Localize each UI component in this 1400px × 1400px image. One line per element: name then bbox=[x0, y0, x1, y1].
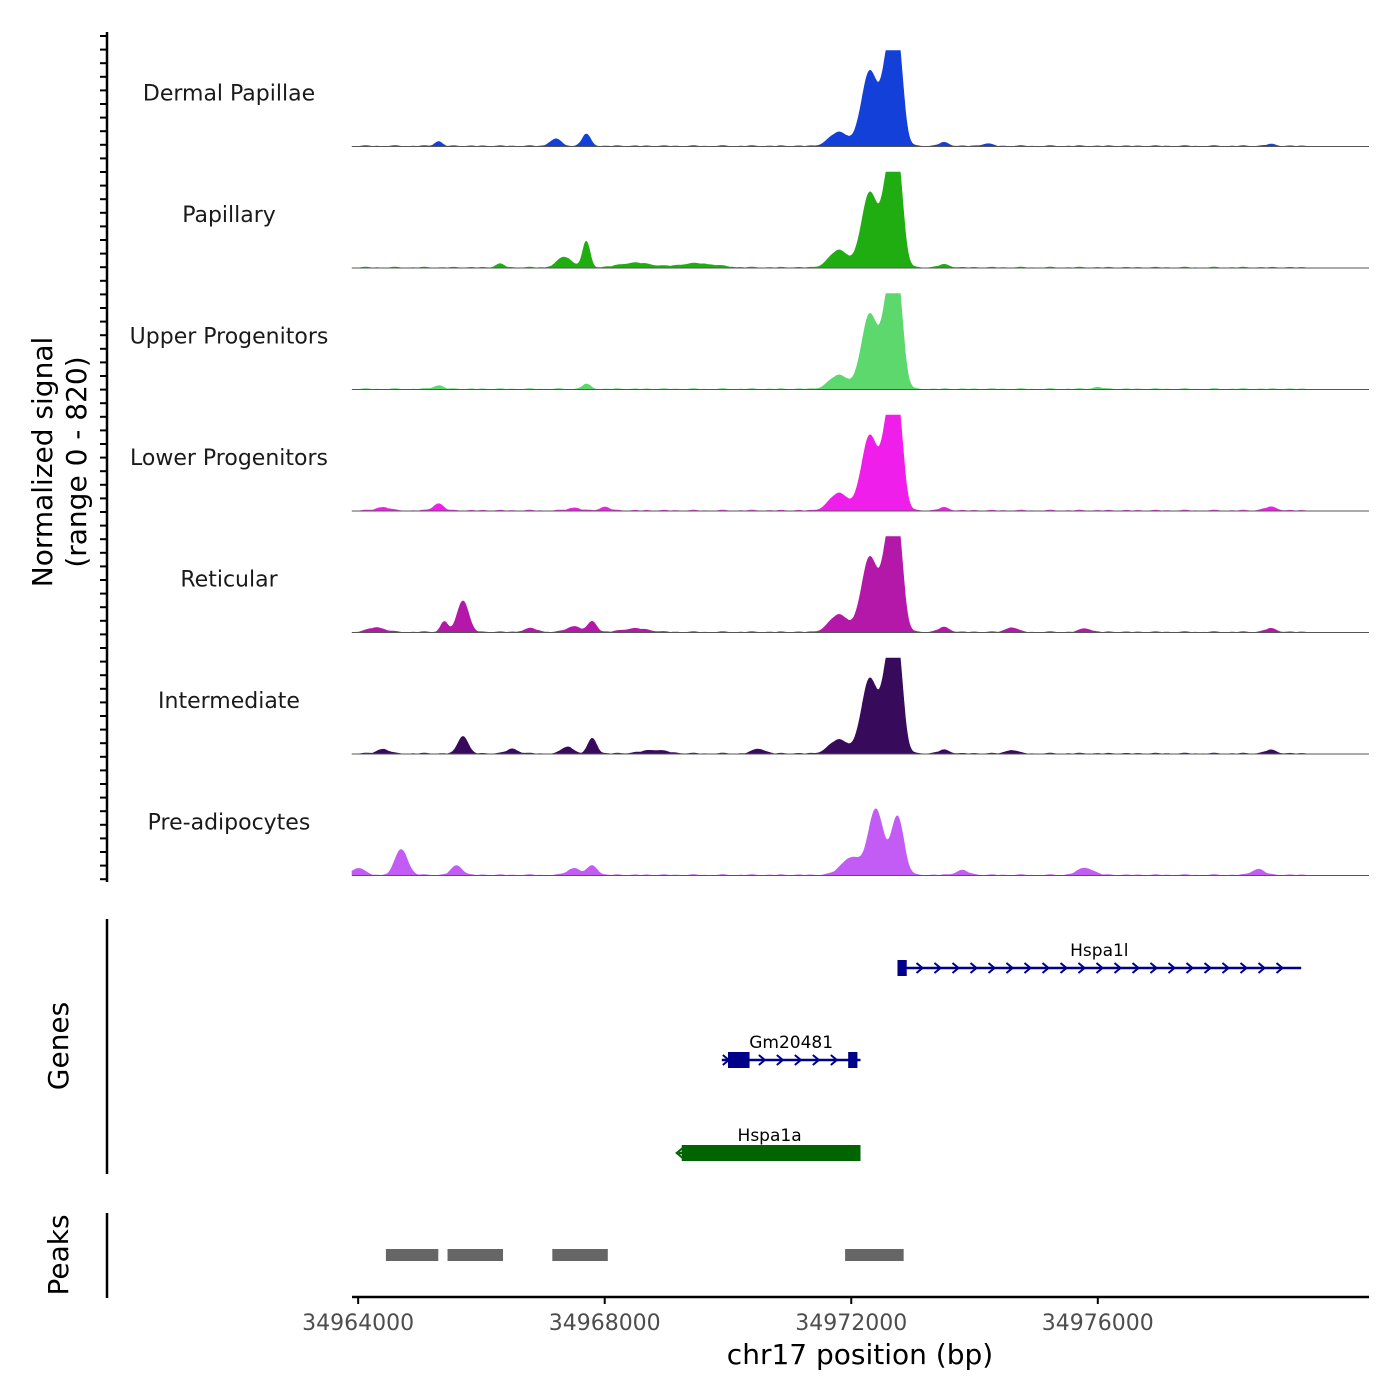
strand-arrow bbox=[830, 1054, 839, 1066]
strand-arrow bbox=[812, 1054, 821, 1066]
gene-label: Gm20481 bbox=[749, 1033, 833, 1053]
x-axis-ticks: 34964000 34968000 34972000 34976000 bbox=[302, 1297, 1154, 1336]
strand-arrow bbox=[1059, 962, 1069, 974]
gene-model: Hspa1l bbox=[897, 941, 1302, 976]
gene-exon bbox=[681, 1145, 861, 1161]
strand-arrow bbox=[1095, 962, 1105, 974]
gene-model: Hspa1a bbox=[675, 1126, 861, 1161]
track-label: Intermediate bbox=[158, 689, 300, 714]
strand-arrow bbox=[1149, 962, 1159, 974]
genes-track-title: Genes bbox=[42, 1002, 75, 1090]
coverage-track: Pre-adipocytes bbox=[148, 808, 1369, 876]
y-title-line1: Normalized signal bbox=[26, 337, 59, 588]
peak-region bbox=[385, 1249, 439, 1261]
track-label: Reticular bbox=[180, 568, 278, 593]
coverage-track: Lower Progenitors bbox=[130, 414, 1369, 512]
coverage-area bbox=[351, 50, 1314, 147]
x-tick-label: 34964000 bbox=[302, 1311, 414, 1336]
strand-arrow bbox=[758, 1054, 767, 1066]
track-label: Lower Progenitors bbox=[130, 446, 328, 471]
x-tick-label: 34976000 bbox=[1042, 1311, 1154, 1336]
coverage-y-ticks bbox=[100, 35, 107, 881]
strand-arrow bbox=[675, 1147, 684, 1159]
gene-exon bbox=[727, 1052, 750, 1068]
strand-arrow bbox=[951, 962, 961, 974]
gene-label: Hspa1a bbox=[738, 1126, 802, 1146]
peak-region bbox=[552, 1249, 608, 1261]
track-label: Upper Progenitors bbox=[130, 325, 329, 350]
track-label: Pre-adipocytes bbox=[148, 811, 311, 836]
strand-arrow bbox=[1131, 962, 1141, 974]
track-label: Papillary bbox=[182, 203, 276, 228]
strand-arrow bbox=[776, 1054, 785, 1066]
coverage-track: Dermal Papillae bbox=[143, 50, 1369, 147]
x-tick-label: 34968000 bbox=[549, 1311, 661, 1336]
strand-arrow bbox=[1275, 962, 1285, 974]
strand-arrow bbox=[1113, 962, 1123, 974]
strand-arrow bbox=[1257, 962, 1267, 974]
strand-arrow bbox=[1167, 962, 1177, 974]
x-axis-title: chr17 position (bp) bbox=[727, 1338, 993, 1371]
strand-arrow bbox=[1203, 962, 1213, 974]
y-title-line2: (range 0 - 820) bbox=[60, 356, 93, 567]
coverage-y-axis-title: Normalized signal (range 0 - 820) bbox=[26, 337, 93, 588]
coverage-track: Reticular bbox=[180, 536, 1369, 633]
genes-track: Hspa1l Gm20481 Hspa1a bbox=[675, 941, 1302, 1161]
coverage-area bbox=[351, 808, 1314, 876]
coverage-track: Papillary bbox=[182, 171, 1369, 269]
peaks-track bbox=[385, 1249, 904, 1261]
coverage-tracks: Dermal Papillae Papillary Upper Progenitor… bbox=[130, 50, 1369, 876]
strand-arrow bbox=[1077, 962, 1087, 974]
coverage-area bbox=[351, 536, 1314, 633]
gene-model: Gm20481 bbox=[721, 1033, 861, 1068]
strand-arrow bbox=[794, 1054, 803, 1066]
strand-arrow bbox=[1023, 962, 1033, 974]
strand-arrow bbox=[1005, 962, 1015, 974]
coverage-area bbox=[351, 171, 1314, 269]
coverage-track: Upper Progenitors bbox=[130, 293, 1369, 390]
gene-exon bbox=[848, 1052, 858, 1068]
coverage-area bbox=[351, 657, 1314, 755]
strand-arrow bbox=[987, 962, 997, 974]
strand-arrow bbox=[1221, 962, 1231, 974]
coverage-area bbox=[351, 293, 1314, 390]
peak-region bbox=[845, 1249, 904, 1261]
strand-arrow bbox=[933, 962, 943, 974]
strand-arrow bbox=[969, 962, 979, 974]
gene-label: Hspa1l bbox=[1070, 941, 1128, 961]
peaks-track-title: Peaks bbox=[42, 1214, 75, 1295]
strand-arrow bbox=[1239, 962, 1249, 974]
gene-exon bbox=[897, 960, 907, 976]
strand-arrow bbox=[1041, 962, 1051, 974]
x-tick-label: 34972000 bbox=[795, 1311, 907, 1336]
genes-track-label: Genes bbox=[42, 1002, 75, 1090]
strand-arrow bbox=[1185, 962, 1195, 974]
peak-region bbox=[447, 1249, 504, 1261]
strand-arrow bbox=[915, 962, 925, 974]
coverage-area bbox=[351, 414, 1314, 512]
peaks-track-label: Peaks bbox=[42, 1214, 75, 1295]
coverage-track: Intermediate bbox=[158, 657, 1369, 755]
track-label: Dermal Papillae bbox=[143, 82, 315, 107]
